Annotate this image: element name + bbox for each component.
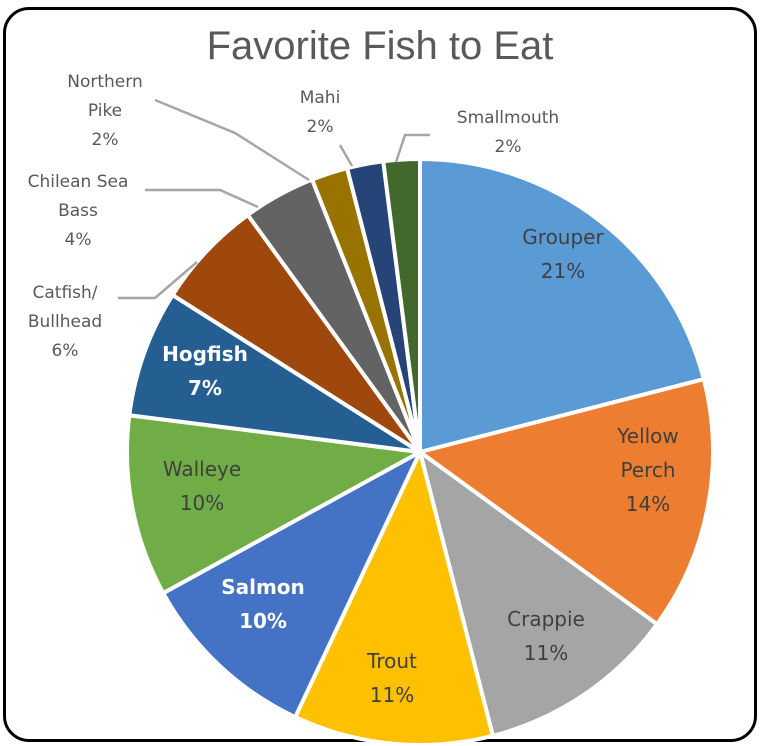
slice-label-northern-pike: Northern Pike 2% [67,72,142,150]
slice-label-walleye: Walleye 10% [163,457,241,515]
pie-slice-trout [293,450,495,746]
leader-line-smallmouth [394,133,430,163]
pie-slice-walleye [125,413,422,596]
slice-label-salmon: Salmon 10% [221,575,305,633]
slice-label-chilean-sea-bass: Chilean Sea Bass 4% [28,172,129,250]
pie-slice-grouper [418,157,706,454]
leader-line-mahi [338,144,354,167]
slice-label-mahi: Mahi 2% [300,88,341,137]
slice-label-grouper: Grouper 21% [522,225,604,283]
leader-line-northern-pike [154,98,310,182]
pie-slice-smallmouth [381,157,422,454]
slice-label-hogfish: Hogfish 7% [162,342,248,400]
pie-slice-crappie [418,450,660,738]
slice-label-smallmouth: Smallmouth 2% [457,108,559,157]
pie-slice-hogfish [127,293,422,454]
slice-label-trout: Trout 11% [366,649,417,707]
slice-label-crappie: Crappie 11% [507,607,585,665]
leader-line-chilean-sea-bass [145,188,259,209]
pie-slice-yellow-perch [418,377,715,627]
chart-title: Favorite Fish to Eat [206,24,554,68]
slice-label-catfish-bullhead: Catfish/Bullhead 6% [28,283,102,361]
leader-line-catfish-bullhead [118,261,198,300]
pie-slice-salmon [161,450,422,720]
slice-label-yellow-perch: Yellow Perch 14% [616,424,679,516]
